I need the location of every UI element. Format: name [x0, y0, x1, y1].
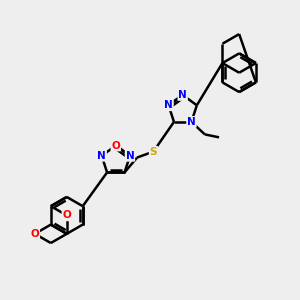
- Text: O: O: [31, 229, 39, 239]
- Text: N: N: [187, 117, 196, 127]
- Text: N: N: [97, 151, 106, 161]
- Text: O: O: [62, 210, 71, 220]
- Text: N: N: [126, 151, 134, 161]
- Text: O: O: [111, 140, 120, 151]
- Text: N: N: [164, 100, 173, 110]
- Text: S: S: [150, 147, 157, 157]
- Text: N: N: [178, 90, 187, 100]
